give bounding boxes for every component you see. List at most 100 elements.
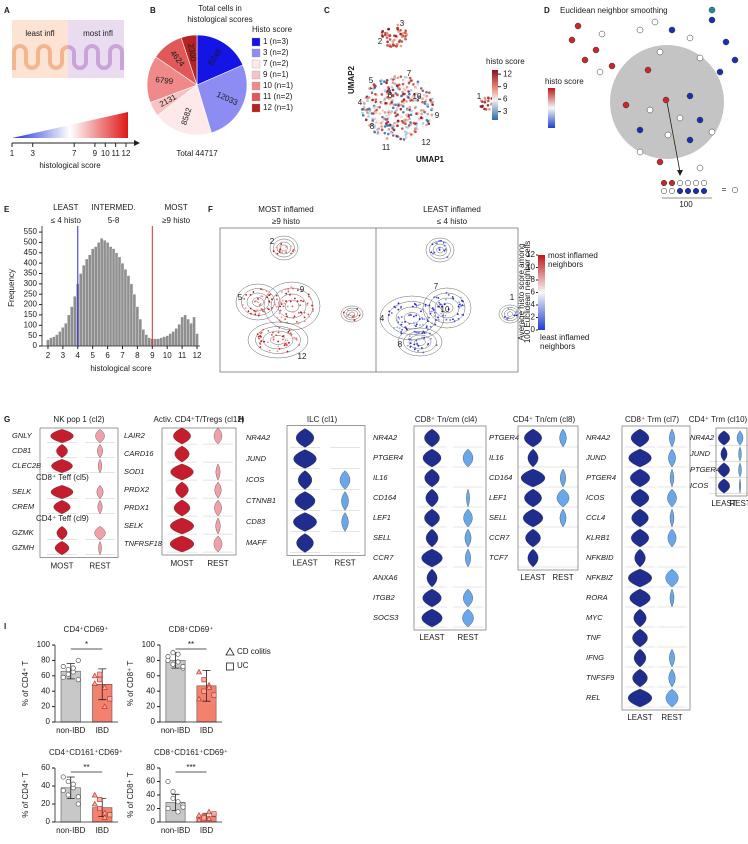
density-contour (343, 307, 361, 321)
histogram-bar (79, 273, 83, 347)
umap-dot (391, 40, 395, 43)
umap-dot (405, 100, 408, 103)
density-dot (434, 242, 437, 245)
violin (520, 468, 546, 488)
umap-dot (385, 118, 389, 121)
gene-label: ICOS (586, 493, 604, 502)
density-dot (272, 338, 275, 341)
density-dot (299, 311, 302, 314)
violin (462, 448, 474, 468)
violin (559, 428, 567, 448)
density-dot (396, 326, 399, 329)
density-dot (309, 297, 312, 300)
umap-dot (387, 27, 391, 31)
umap-dot (425, 94, 429, 98)
density-dot (435, 344, 438, 347)
neighbor-dot (636, 126, 644, 134)
umap-dot (385, 36, 389, 39)
colorbar-tick-label: 4 (531, 300, 536, 309)
umap-dot (410, 79, 413, 82)
density-contour (277, 293, 307, 319)
density-dot (388, 314, 390, 316)
x-label: MOST (50, 562, 73, 571)
data-point (75, 657, 81, 663)
legend-label: 1 (n=3) (263, 37, 289, 46)
umap-dot (361, 114, 365, 117)
legend-label: UC (237, 661, 249, 670)
umap-dot (372, 106, 376, 109)
density-contour (432, 243, 448, 257)
plot-frame (413, 425, 487, 631)
umap-dot (362, 105, 366, 109)
umap-dot (425, 118, 429, 122)
umap-dot (394, 34, 398, 38)
y-tick-label: 60 (146, 777, 155, 786)
y-tick-label: 60 (41, 671, 50, 680)
density-dot (413, 324, 416, 327)
umap-dot (380, 93, 384, 96)
umap-dot (399, 44, 403, 48)
violin (50, 485, 74, 499)
violin (426, 568, 438, 588)
neighbor-dot (696, 164, 704, 172)
section-title: CD8⁺ Tn/cm (cl4) (415, 415, 478, 424)
histogram-bar (189, 323, 193, 347)
umap-dot (406, 118, 409, 122)
colorbar (492, 70, 498, 120)
cluster-label: 5 (238, 293, 243, 302)
density-dot (437, 305, 440, 308)
neighbor-dot (700, 179, 708, 187)
section-title: CD4⁺ Tn/cm (cl8) (513, 415, 576, 424)
histogram-bar (70, 306, 74, 347)
group-title: MOST inflamed (258, 205, 313, 214)
density-contour (498, 304, 522, 324)
y-tick-label: 200 (24, 300, 38, 309)
panel-f-frame (219, 227, 545, 373)
density-dot (306, 302, 309, 305)
data-point (101, 814, 108, 820)
histogram-bar (123, 269, 128, 347)
section-title: ILC (cl1) (307, 415, 338, 424)
cluster-label: 1 (477, 92, 482, 101)
violin (628, 448, 652, 468)
density-dot (293, 336, 296, 339)
umap-dot (381, 109, 385, 112)
umap-dot (375, 111, 378, 115)
density-dot (278, 347, 281, 350)
umap-dot (401, 105, 405, 108)
umap-dot (379, 121, 383, 125)
density-dot (415, 333, 418, 336)
density-dot (254, 313, 257, 316)
gene-label: IL16 (489, 453, 504, 462)
umap-dot (382, 116, 386, 120)
violin (630, 468, 650, 488)
umap-dot (423, 102, 427, 105)
histogram-bar (165, 335, 169, 347)
density-dot (444, 241, 447, 244)
x-tick-label: non-IBD (161, 726, 191, 735)
umap-dot (416, 82, 419, 86)
data-point (70, 665, 76, 671)
panel-title: Euclidean neighbor smoothing (560, 6, 668, 15)
density-dot (303, 316, 306, 319)
density-dot (282, 338, 284, 341)
umap-dot (427, 91, 431, 94)
data-point (205, 815, 213, 821)
colorbar-tick-label: 2 (531, 313, 536, 322)
neighbor-dot (664, 131, 672, 139)
umap-dot (405, 33, 409, 36)
violin (466, 488, 470, 508)
umap-dot (373, 130, 377, 134)
umap-dot (415, 112, 418, 115)
density-dot (276, 298, 278, 301)
neighbor-dot (622, 101, 630, 109)
violin (94, 526, 106, 540)
colorbar-tick-label: 6 (503, 94, 508, 103)
data-point (175, 809, 181, 815)
umap-dot (405, 135, 408, 139)
density-dot (439, 303, 441, 306)
histogram-bar (61, 327, 65, 347)
umap-dot (368, 107, 371, 111)
umap-dot (376, 132, 379, 135)
neighbor-dot (598, 30, 606, 38)
